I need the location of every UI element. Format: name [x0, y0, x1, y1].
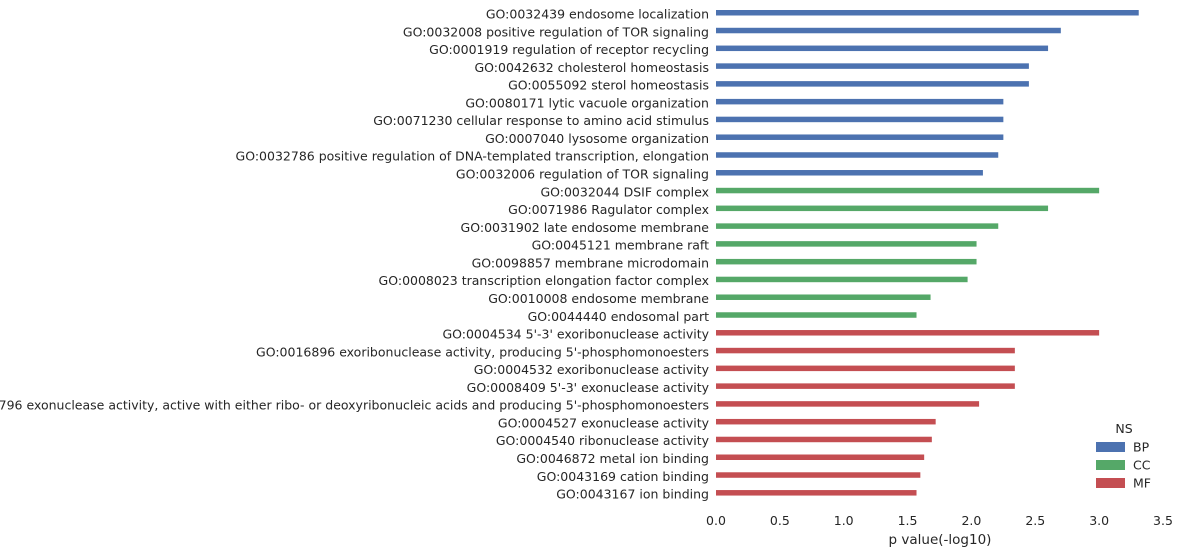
- category-label: GO:0016796 exonuclease activity, active …: [0, 398, 709, 413]
- bar-23: [716, 418, 936, 425]
- category-label: GO:0080171 lytic vacuole organization: [465, 95, 709, 110]
- category-label: GO:0004534 5'-3' exoribonuclease activit…: [442, 327, 709, 342]
- category-label: GO:0016896 exoribonuclease activity, pro…: [256, 344, 709, 359]
- x-tick-label: 3.5: [1153, 513, 1173, 528]
- category-label: GO:0032008 positive regulation of TOR si…: [403, 24, 709, 39]
- x-axis-title: p value(-log10): [889, 532, 992, 548]
- category-label: GO:0032786 positive regulation of DNA-te…: [236, 149, 709, 164]
- x-tick-label: 1.5: [898, 513, 918, 528]
- bar-1: [716, 27, 1061, 34]
- bar-25: [716, 454, 925, 460]
- category-label: GO:0008023 transcription elongation fact…: [379, 273, 709, 288]
- bar-26: [716, 472, 921, 478]
- legend-swatch-mf: [1096, 478, 1125, 488]
- category-label: GO:0042632 cholesterol homeostasis: [475, 60, 710, 75]
- category-label: GO:0004527 exonuclease activity: [498, 415, 710, 430]
- legend-swatch-bp: [1096, 442, 1125, 452]
- bar-24: [716, 436, 932, 443]
- x-tick-label: 0.5: [770, 513, 790, 528]
- legend-swatch-cc: [1096, 460, 1125, 470]
- category-label: GO:0010008 endosome membrane: [488, 291, 709, 306]
- x-tick-label: 2.5: [1025, 513, 1045, 528]
- bar-21: [716, 383, 1015, 389]
- bar-10: [716, 187, 1100, 194]
- legend-label-bp: BP: [1133, 440, 1150, 455]
- legend-label-mf: MF: [1133, 476, 1151, 491]
- category-label: GO:0043169 cation binding: [537, 469, 709, 484]
- x-tick-label: 1.0: [834, 513, 854, 528]
- category-label: GO:0004540 ribonuclease activity: [496, 433, 710, 448]
- bar-8: [716, 152, 999, 158]
- category-label: GO:0045121 membrane raft: [532, 238, 710, 253]
- bar-5: [716, 98, 1004, 105]
- x-tick-label: 0.0: [706, 513, 726, 528]
- bar-18: [716, 330, 1100, 336]
- x-tick-labels-group: 0.0 0.5 1.0 1.5 2.0 2.5 3.0 3.5: [706, 513, 1173, 528]
- legend-title: NS: [1115, 421, 1132, 436]
- category-label: GO:0007040 lysosome organization: [485, 131, 709, 146]
- bar-3: [716, 63, 1029, 69]
- bar-27: [716, 490, 917, 496]
- category-labels-group: GO:0032439 endosome localization GO:00320…: [0, 7, 710, 502]
- category-label: GO:0044440 endosomal part: [528, 309, 710, 324]
- category-label: GO:0031902 late endosome membrane: [461, 220, 710, 235]
- bar-14: [716, 258, 977, 265]
- bar-19: [716, 347, 1015, 354]
- x-tick-label: 2.0: [961, 513, 981, 528]
- category-label: GO:0032439 endosome localization: [486, 7, 709, 22]
- bar-4: [716, 81, 1029, 87]
- bar-20: [716, 365, 1015, 372]
- legend-label-cc: CC: [1133, 458, 1151, 473]
- bars-group: [716, 10, 1139, 496]
- bar-7: [716, 134, 1004, 140]
- x-tick-label: 3.0: [1089, 513, 1109, 528]
- category-label: GO:0032044 DSIF complex: [540, 184, 709, 199]
- category-label: GO:0032006 regulation of TOR signaling: [456, 167, 709, 182]
- category-label: GO:0071230 cellular response to amino ac…: [373, 113, 709, 128]
- bar-12: [716, 223, 999, 229]
- category-label: GO:0055092 sterol homeostasis: [508, 78, 709, 93]
- bar-17: [716, 312, 917, 318]
- category-label: GO:0071986 Ragulator complex: [508, 202, 709, 217]
- bar-0: [716, 10, 1139, 16]
- category-label: GO:0098857 membrane microdomain: [472, 255, 709, 270]
- bar-2: [716, 45, 1049, 52]
- bar-15: [716, 276, 968, 283]
- category-label: GO:0046872 metal ion binding: [516, 451, 709, 466]
- bar-13: [716, 241, 977, 247]
- bar-9: [716, 170, 983, 176]
- bar-22: [716, 401, 980, 407]
- category-label: GO:0004532 exoribonuclease activity: [474, 362, 710, 377]
- category-label: GO:0001919 regulation of receptor recycl…: [429, 42, 709, 57]
- category-label: GO:0043167 ion binding: [556, 487, 709, 502]
- bar-11: [716, 205, 1049, 212]
- bar-6: [716, 116, 1004, 123]
- category-label: GO:0008409 5'-3' exonuclease activity: [467, 380, 710, 395]
- legend: NS BP CC MF: [1096, 421, 1151, 491]
- bar-16: [716, 294, 931, 300]
